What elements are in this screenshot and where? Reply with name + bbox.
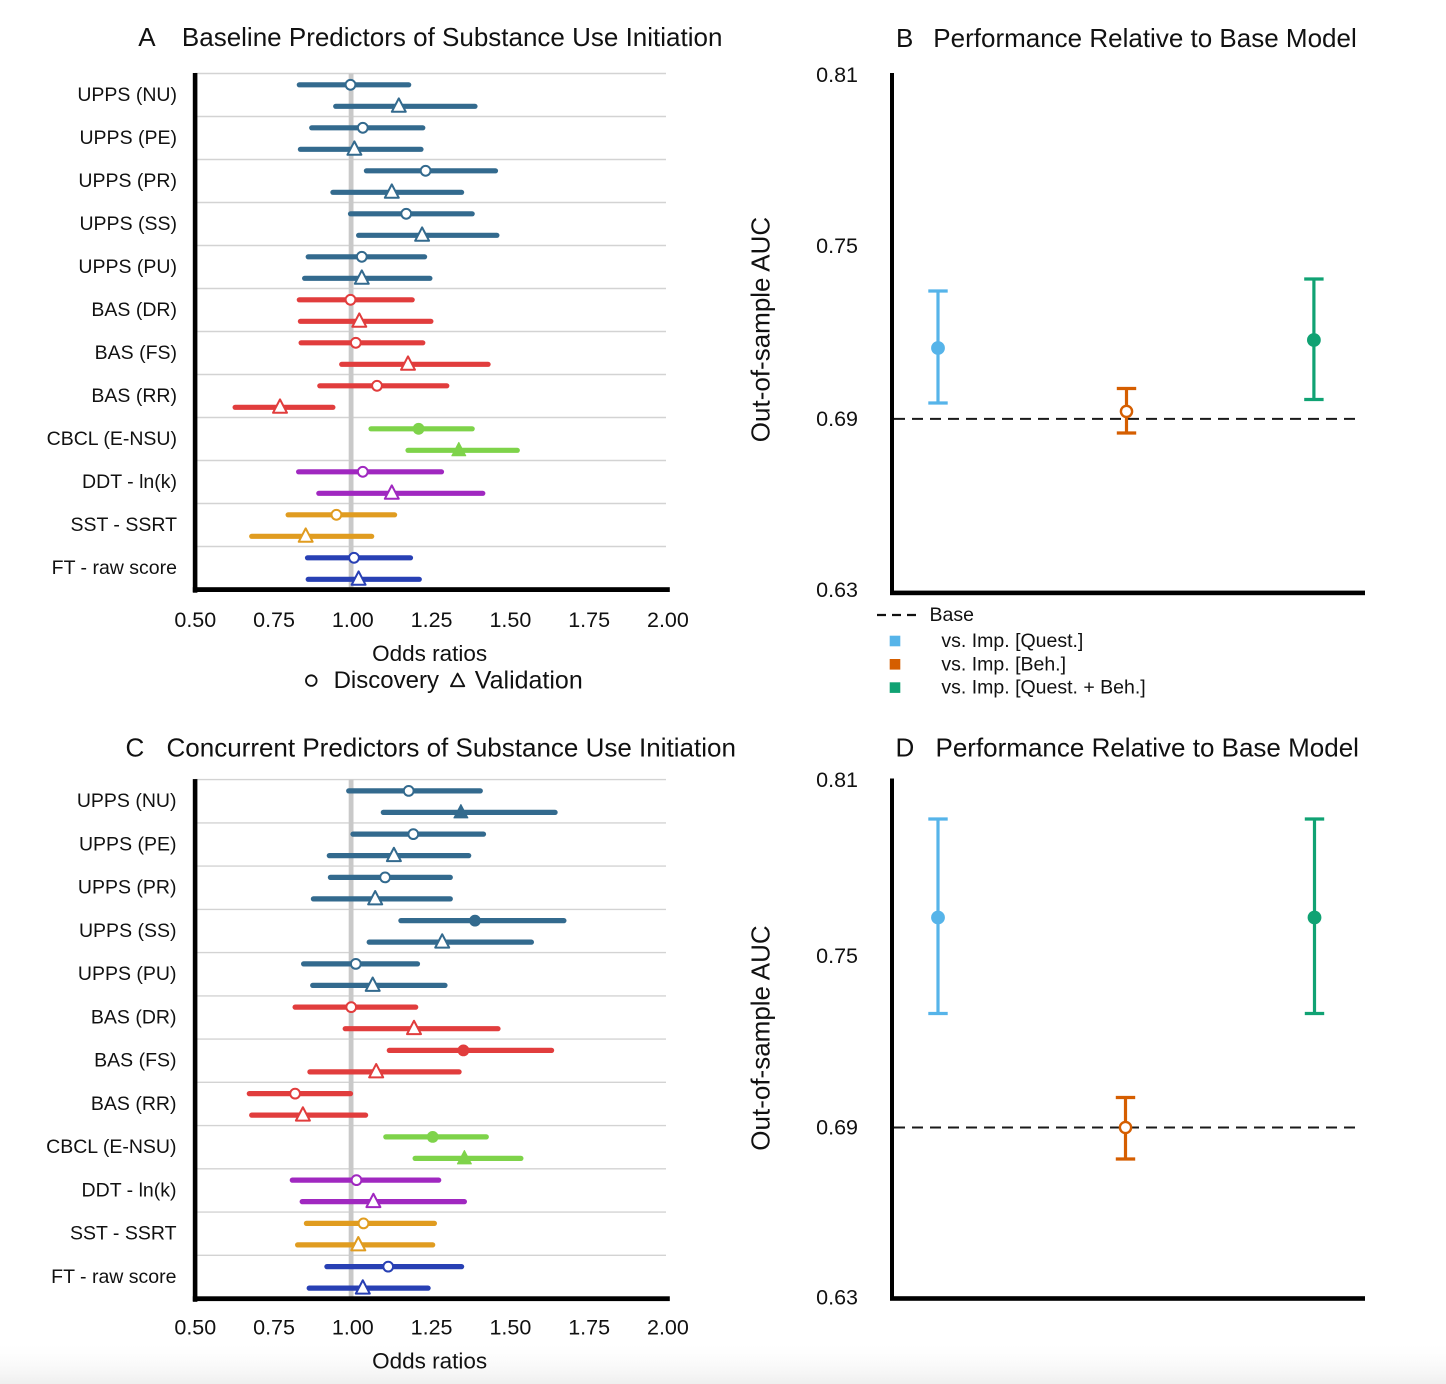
svg-text:0.69: 0.69: [816, 1116, 858, 1140]
svg-text:0.50: 0.50: [174, 608, 216, 632]
svg-text:UPPS (PE): UPPS (PE): [79, 127, 177, 149]
svg-text:1.50: 1.50: [489, 1316, 531, 1340]
svg-text:A: A: [138, 22, 156, 52]
svg-text:CBCL (E-NSU): CBCL (E-NSU): [47, 428, 177, 450]
svg-text:0.50: 0.50: [174, 1316, 216, 1340]
svg-text:vs. Imp. [Beh.]: vs. Imp. [Beh.]: [941, 653, 1066, 675]
svg-text:DDT - ln(k): DDT - ln(k): [82, 471, 177, 493]
svg-text:D: D: [896, 733, 915, 763]
svg-text:DDT - ln(k): DDT - ln(k): [82, 1179, 177, 1201]
svg-text:2.00: 2.00: [647, 1316, 689, 1340]
svg-text:UPPS (PU): UPPS (PU): [78, 963, 177, 985]
svg-text:UPPS (SS): UPPS (SS): [79, 213, 177, 235]
svg-text:BAS (FS): BAS (FS): [95, 342, 177, 364]
svg-text:1.75: 1.75: [568, 1316, 610, 1340]
svg-text:2.00: 2.00: [647, 608, 689, 632]
svg-text:0.81: 0.81: [816, 768, 858, 792]
svg-text:BAS (DR): BAS (DR): [91, 299, 177, 321]
svg-text:0.75: 0.75: [253, 1316, 295, 1340]
svg-text:UPPS (NU): UPPS (NU): [77, 84, 177, 106]
svg-text:BAS (DR): BAS (DR): [91, 1006, 177, 1028]
svg-text:FT - raw score: FT - raw score: [51, 1266, 176, 1288]
svg-text:Odds ratios: Odds ratios: [372, 641, 487, 666]
svg-text:UPPS (PR): UPPS (PR): [78, 170, 177, 192]
svg-text:0.63: 0.63: [816, 1286, 858, 1310]
svg-text:CBCL (E-NSU): CBCL (E-NSU): [46, 1136, 176, 1158]
svg-text:Out-of-sample AUC: Out-of-sample AUC: [746, 217, 776, 442]
svg-text:Validation: Validation: [475, 667, 583, 695]
svg-text:UPPS (NU): UPPS (NU): [77, 790, 177, 812]
svg-text:1.00: 1.00: [332, 608, 374, 632]
svg-text:Baseline Predictors of Substan: Baseline Predictors of Substance Use Ini…: [182, 22, 723, 52]
svg-text:vs. Imp. [Quest.]: vs. Imp. [Quest.]: [941, 630, 1083, 652]
svg-text:UPPS (PR): UPPS (PR): [78, 877, 177, 899]
svg-text:1.25: 1.25: [411, 608, 453, 632]
svg-text:0.81: 0.81: [816, 63, 858, 87]
svg-text:SST - SSRT: SST - SSRT: [70, 1223, 177, 1245]
svg-text:BAS (RR): BAS (RR): [91, 1093, 177, 1115]
svg-text:FT - raw score: FT - raw score: [52, 557, 177, 579]
svg-text:0.75: 0.75: [253, 608, 295, 632]
svg-text:0.75: 0.75: [816, 234, 858, 258]
svg-text:0.75: 0.75: [816, 944, 858, 968]
svg-text:Performance Relative to Base M: Performance Relative to Base Model: [936, 733, 1359, 763]
svg-text:BAS (FS): BAS (FS): [94, 1050, 176, 1072]
svg-text:B: B: [896, 23, 913, 53]
svg-text:Concurrent Predictors of Subst: Concurrent Predictors of Substance Use I…: [167, 733, 736, 763]
svg-text:UPPS (SS): UPPS (SS): [79, 920, 177, 942]
svg-text:C: C: [126, 733, 145, 763]
svg-text:Discovery: Discovery: [334, 667, 439, 694]
svg-text:Out-of-sample AUC: Out-of-sample AUC: [746, 925, 776, 1150]
svg-text:1.75: 1.75: [568, 608, 610, 632]
svg-text:BAS (RR): BAS (RR): [91, 385, 177, 407]
svg-text:0.63: 0.63: [816, 578, 858, 602]
svg-text:1.50: 1.50: [489, 608, 531, 632]
svg-text:Base: Base: [930, 604, 974, 626]
svg-text:Odds ratios: Odds ratios: [372, 1349, 487, 1374]
svg-text:1.00: 1.00: [332, 1316, 374, 1340]
svg-text:UPPS (PE): UPPS (PE): [79, 833, 177, 855]
svg-text:0.69: 0.69: [816, 407, 858, 431]
svg-text:SST - SSRT: SST - SSRT: [70, 514, 177, 536]
svg-text:vs. Imp. [Quest. + Beh.]: vs. Imp. [Quest. + Beh.]: [941, 677, 1145, 699]
svg-text:UPPS (PU): UPPS (PU): [78, 256, 177, 278]
svg-text:1.25: 1.25: [411, 1316, 453, 1340]
svg-text:Performance Relative to Base M: Performance Relative to Base Model: [933, 23, 1356, 53]
